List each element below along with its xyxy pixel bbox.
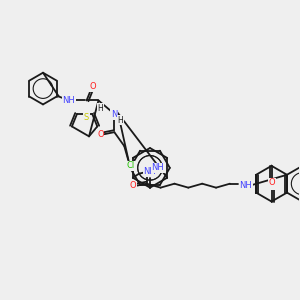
Text: NH: NH [239, 181, 252, 190]
Text: O: O [130, 181, 136, 190]
Text: O: O [268, 178, 275, 187]
Text: H: H [117, 116, 123, 125]
Text: Cl: Cl [126, 161, 134, 170]
Text: NH: NH [144, 167, 156, 176]
Text: NH: NH [62, 96, 75, 105]
Text: O: O [89, 82, 96, 91]
Text: H: H [98, 104, 103, 113]
Text: O: O [97, 130, 104, 139]
Text: O: O [268, 180, 275, 189]
Text: S: S [84, 113, 89, 122]
Text: NH: NH [151, 163, 164, 172]
Text: N: N [111, 110, 118, 119]
